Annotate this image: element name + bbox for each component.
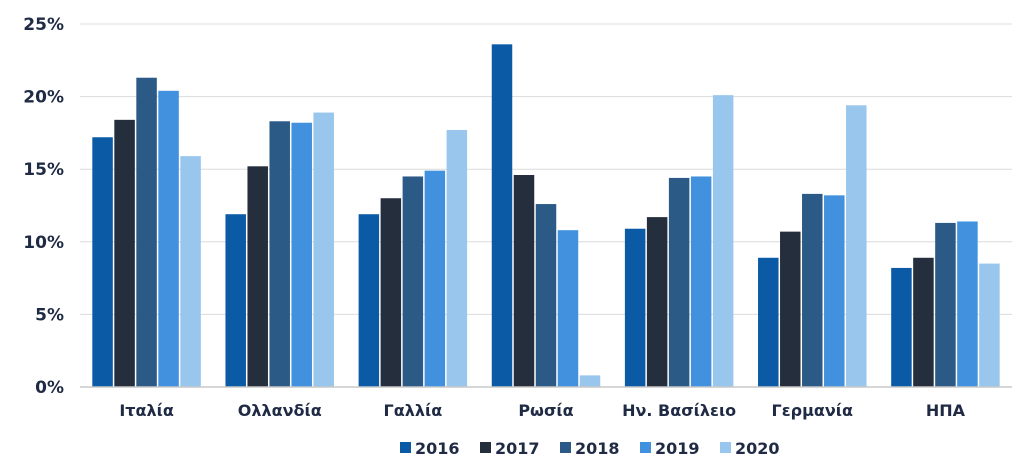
bar-2020 bbox=[180, 156, 201, 387]
bar-2018 bbox=[136, 77, 157, 387]
x-tick-label: Γαλλία bbox=[384, 401, 443, 420]
bar-2016 bbox=[758, 257, 779, 387]
x-axis-ticks: Ιταλία Ολλανδία Γαλλία Ρωσία Ην. Βασίλειο Γερ… bbox=[119, 401, 965, 420]
x-tick-label: Γερμανία bbox=[772, 401, 853, 420]
legend-swatch-2020 bbox=[720, 442, 731, 453]
bar-2018 bbox=[402, 176, 424, 387]
bar-2018 bbox=[535, 204, 557, 387]
legend-swatch-2019 bbox=[640, 442, 651, 453]
bar-2016 bbox=[624, 228, 646, 387]
bar-2019 bbox=[291, 122, 312, 388]
legend: 2016 2017 2018 2019 2020 bbox=[400, 439, 780, 456]
bar-2020 bbox=[313, 112, 334, 388]
bar-2019 bbox=[957, 221, 978, 387]
legend-label: 2019 bbox=[655, 439, 700, 456]
bar-2020 bbox=[979, 263, 1000, 387]
y-tick-label: 15% bbox=[23, 160, 64, 180]
bar-2020 bbox=[712, 95, 734, 387]
legend-swatch-2016 bbox=[400, 442, 411, 453]
x-tick-label: Ολλανδία bbox=[238, 401, 322, 420]
y-tick-label: 10% bbox=[23, 233, 64, 253]
bar-2017 bbox=[114, 119, 135, 387]
bar-2019 bbox=[557, 230, 579, 387]
x-tick-label: Ιταλία bbox=[119, 401, 174, 420]
bar-2019 bbox=[158, 90, 179, 388]
bar-2018 bbox=[269, 121, 290, 387]
bar-2018 bbox=[802, 193, 823, 387]
bar-2017 bbox=[247, 166, 268, 387]
y-tick-label: 20% bbox=[23, 88, 64, 108]
x-tick-label: Ην. Βασίλειο bbox=[622, 401, 736, 420]
bar-2017 bbox=[780, 231, 801, 387]
bar-2016 bbox=[225, 214, 246, 387]
bars bbox=[92, 44, 1000, 388]
bar-2019 bbox=[824, 195, 845, 387]
bar-2017 bbox=[913, 257, 934, 387]
bar-2016 bbox=[358, 214, 380, 387]
bar-2017 bbox=[646, 217, 668, 387]
x-tick-label: ΗΠΑ bbox=[926, 401, 966, 420]
y-tick-label: 5% bbox=[35, 305, 64, 325]
bar-2020 bbox=[446, 129, 468, 387]
legend-label: 2016 bbox=[415, 439, 460, 456]
legend-label: 2017 bbox=[495, 439, 540, 456]
legend-swatch-2017 bbox=[480, 442, 491, 453]
bar-2016 bbox=[491, 44, 513, 387]
bar-2020 bbox=[846, 105, 867, 387]
bar-2017 bbox=[513, 175, 535, 387]
bar-2019 bbox=[424, 170, 446, 387]
y-axis-ticks: 0% 5% 10% 15% 20% 25% bbox=[23, 15, 64, 398]
bar-2019 bbox=[690, 176, 712, 387]
bar-2018 bbox=[668, 177, 690, 387]
legend-label: 2020 bbox=[735, 439, 780, 456]
bar-2016 bbox=[891, 267, 912, 387]
legend-label: 2018 bbox=[575, 439, 620, 456]
bar-2020 bbox=[579, 375, 601, 387]
bar-2016 bbox=[92, 137, 113, 387]
bar-2018 bbox=[935, 222, 956, 387]
bar-2017 bbox=[380, 198, 402, 387]
y-tick-label: 25% bbox=[23, 15, 64, 35]
legend-swatch-2018 bbox=[560, 442, 571, 453]
x-tick-label: Ρωσία bbox=[518, 401, 573, 420]
y-tick-label: 0% bbox=[35, 378, 64, 398]
